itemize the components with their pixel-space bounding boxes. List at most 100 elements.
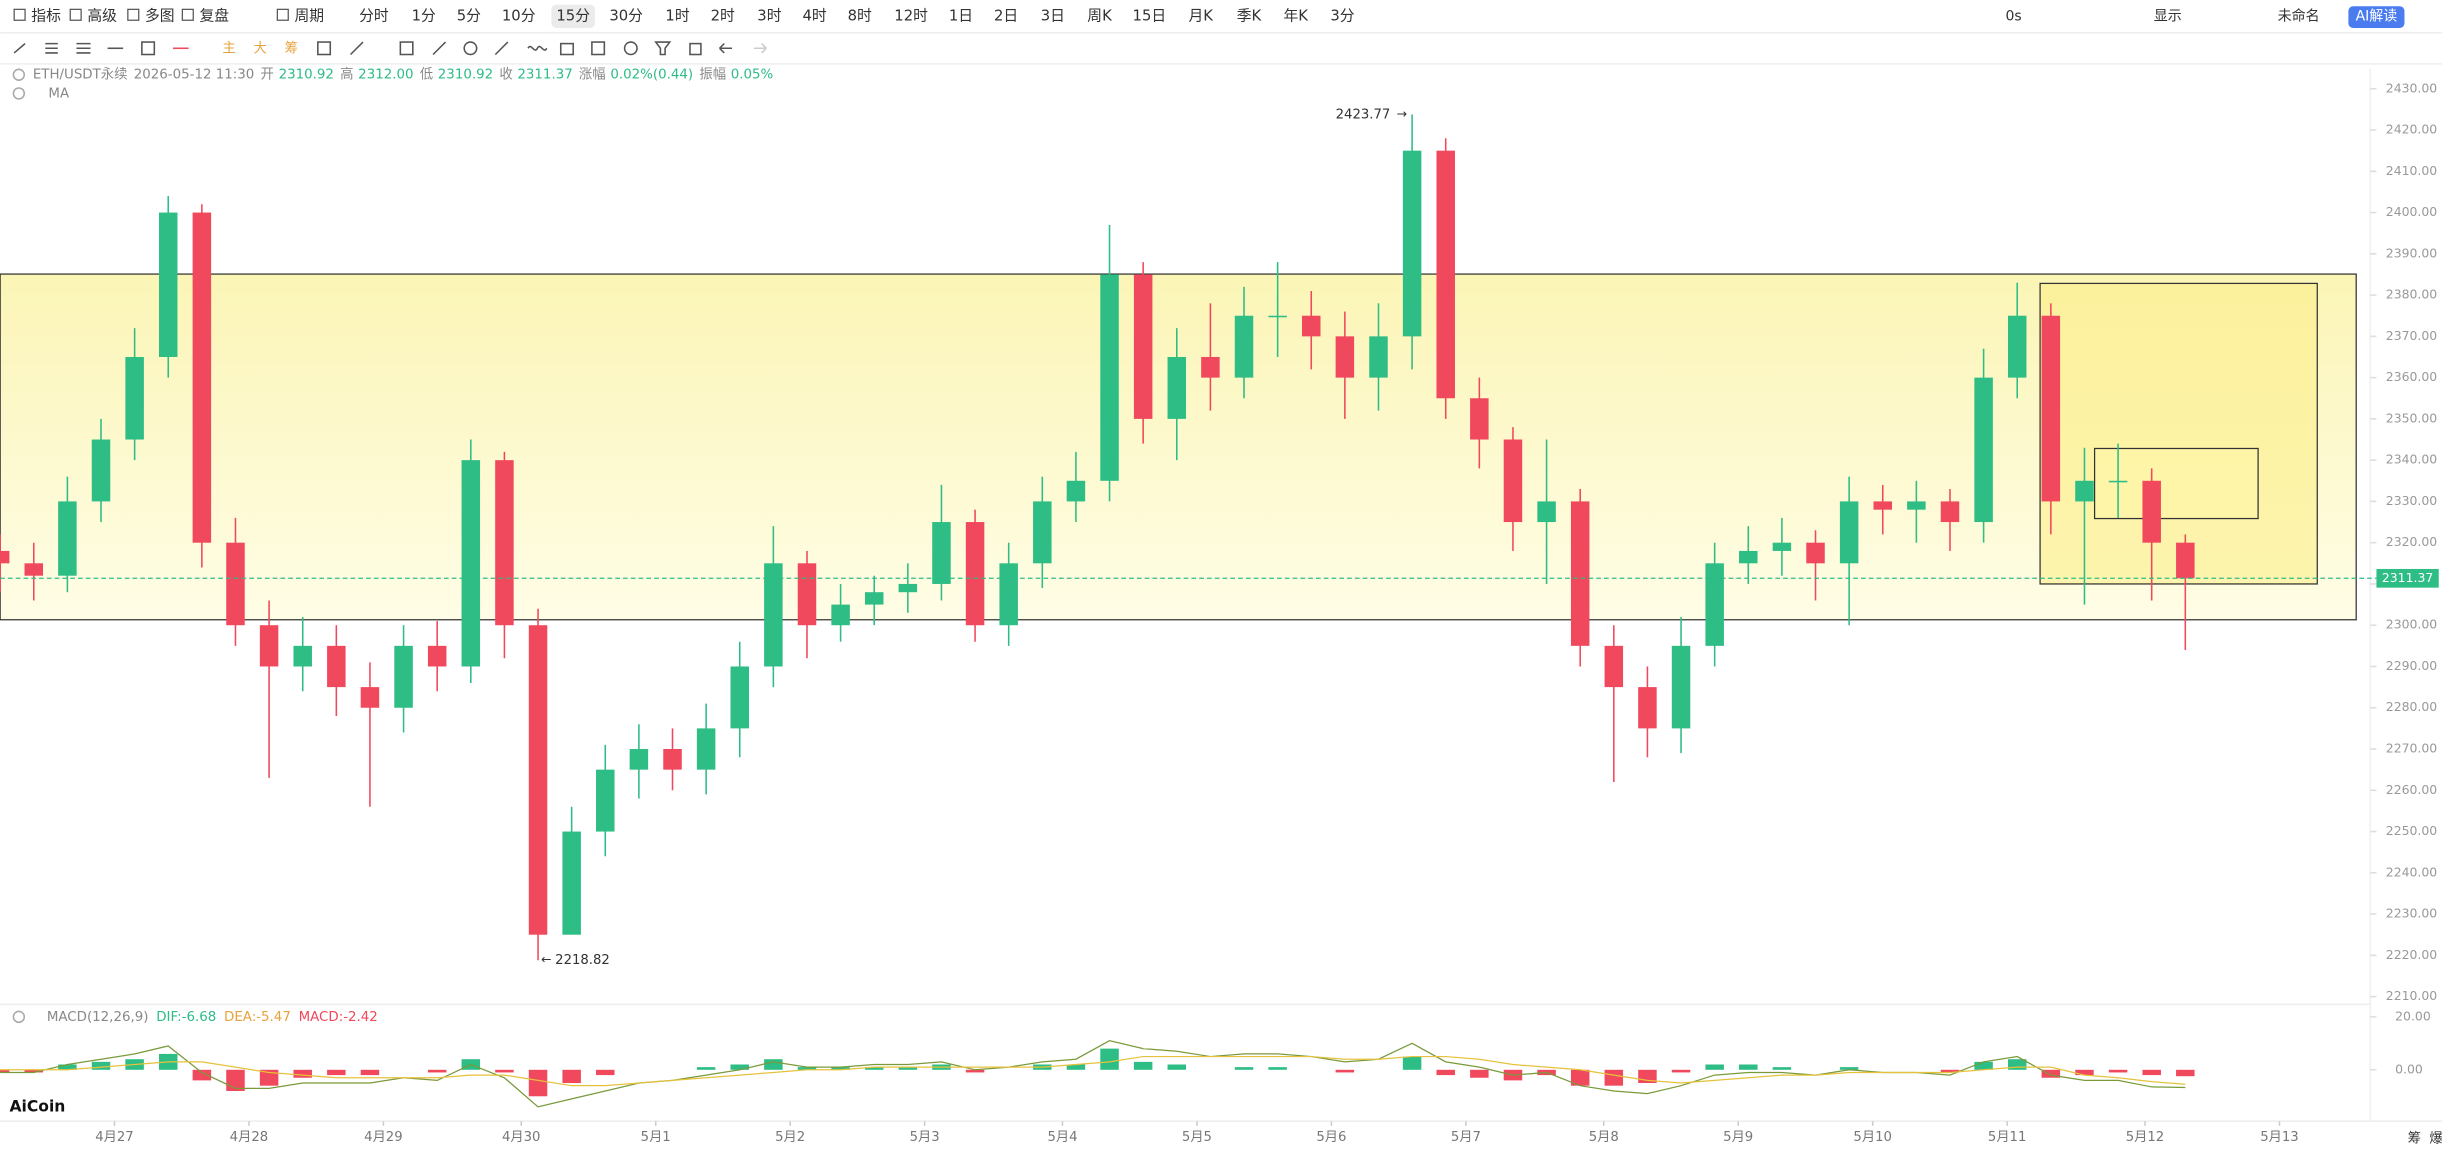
candle-body (1537, 501, 1556, 523)
candle-body (259, 625, 279, 667)
tool-icon[interactable] (276, 8, 289, 21)
candle-body (2041, 315, 2061, 502)
tool-button[interactable]: 复盘 (199, 6, 229, 24)
tool-button[interactable]: 指标 (31, 7, 61, 24)
y-tick-label: 2230.00 (2386, 906, 2438, 921)
macd-bar (696, 1067, 716, 1070)
period-button[interactable]: 1时 (665, 7, 689, 24)
period-button[interactable]: 3分 (1330, 7, 1354, 24)
candle-body (1335, 336, 1355, 378)
period-button[interactable]: 年K (1284, 7, 1309, 24)
period-button[interactable]: 1分 (412, 7, 436, 24)
macd-bar (898, 1067, 918, 1070)
candle-body (1907, 501, 1926, 510)
x-tick-label: 5月6 (1316, 1130, 1346, 1145)
candle-body (1436, 150, 1455, 399)
candle-body (696, 728, 716, 770)
x-tick-label: 4月29 (364, 1130, 402, 1145)
collapse-icon[interactable] (12, 1010, 26, 1024)
tool-icon[interactable] (69, 8, 82, 21)
period-active-bg[interactable] (551, 4, 596, 29)
range-box[interactable] (2093, 447, 2259, 520)
range-box[interactable] (2039, 282, 2318, 585)
period-button[interactable]: 3日 (1041, 7, 1065, 24)
period-button[interactable]: 30分 (609, 7, 643, 24)
macd-bar (1100, 1048, 1119, 1070)
period-button[interactable]: 15日 (1133, 7, 1167, 24)
candle-body (1033, 501, 1052, 564)
candle-body (1402, 150, 1422, 337)
side-button[interactable]: 爆 (2429, 1130, 2442, 1146)
period-button[interactable]: 周K (1087, 7, 1112, 24)
macd-bar (0, 1069, 10, 1073)
period-button[interactable]: 2日 (994, 7, 1018, 24)
period-button[interactable]: 5分 (457, 7, 481, 24)
tool-icon[interactable] (13, 8, 26, 21)
side-button[interactable]: 筹 (2408, 1129, 2421, 1146)
candle-body (1503, 439, 1523, 523)
period-button[interactable]: 季K (1237, 7, 1262, 24)
tool-button[interactable]: 周期 (294, 7, 324, 24)
period-button[interactable]: 15分 (556, 7, 590, 24)
stat-value: 2310.92 (438, 68, 493, 83)
candle-body (528, 625, 548, 935)
macd-bar (730, 1064, 749, 1070)
macd-bar (797, 1067, 817, 1070)
x-tick-label: 5月3 (910, 1130, 940, 1145)
svg-text:大: 大 (254, 40, 267, 56)
tool-button[interactable]: 多图 (145, 7, 175, 24)
period-button[interactable]: 10分 (502, 7, 536, 24)
y-tick-label: 2260.00 (2386, 782, 2438, 797)
macd-bar (1772, 1067, 1792, 1070)
x-tick-label: 5月5 (1182, 1130, 1212, 1145)
macd-bar (1335, 1069, 1355, 1073)
stat-value: 2310.92 (279, 68, 334, 83)
macd-bar (1133, 1061, 1153, 1070)
candle-body (2108, 480, 2128, 483)
x-tick-label: 5月4 (1047, 1130, 1077, 1145)
toolbar-bg (0, 0, 2442, 33)
candle-body (663, 749, 682, 770)
y-tick-label: 2220.00 (2386, 947, 2438, 962)
ai-button-bg[interactable] (2348, 6, 2405, 29)
macd-bar (2007, 1059, 2027, 1070)
user-drawings[interactable] (0, 273, 2357, 621)
toolbar-button[interactable]: 0s (2006, 8, 2022, 24)
candle-body (1570, 501, 1590, 646)
period-button[interactable]: 4时 (802, 7, 826, 24)
candle-body (965, 522, 985, 626)
period-button[interactable]: 分时 (359, 7, 389, 24)
candle-body (461, 460, 481, 667)
period-button[interactable]: 1日 (949, 7, 973, 24)
last-price-tag (2376, 568, 2439, 588)
ai-button[interactable]: AI解读 (2356, 7, 2398, 24)
candle-body (1234, 315, 1254, 378)
x-tick-label: 5月13 (2260, 1130, 2298, 1145)
tool-icon[interactable] (127, 8, 140, 21)
collapse-icon[interactable] (12, 87, 26, 100)
y-tick-label: 2270.00 (2386, 741, 2438, 756)
macd-bar (1974, 1061, 1993, 1070)
macd-bar (1470, 1069, 1489, 1078)
toolbar-button[interactable]: 显示 (2154, 8, 2182, 24)
drawing-tools[interactable]: 主 大 筹 (13, 39, 767, 56)
period-button[interactable]: 12时 (894, 7, 928, 24)
period-button[interactable]: 月K (1189, 7, 1214, 24)
period-button[interactable]: 2时 (711, 7, 735, 24)
y-tick-label: 2350.00 (2386, 410, 2438, 425)
range-box[interactable] (0, 273, 2357, 621)
toolbar-button[interactable]: 未命名 (2278, 7, 2320, 24)
period-button[interactable]: 8时 (848, 7, 872, 24)
candle-body (1100, 274, 1119, 481)
collapse-icon[interactable] (12, 68, 26, 81)
tool-button[interactable]: 高级 (87, 7, 117, 24)
period-button[interactable]: 3时 (757, 7, 781, 24)
time: 2026-05-12 11:30 (134, 68, 255, 83)
macd-bar (2176, 1069, 2195, 1077)
candle-body (2007, 315, 2027, 378)
tool-icon[interactable] (181, 8, 194, 21)
svg-text:主: 主 (222, 40, 235, 56)
y-tick-label: 2210.00 (2386, 988, 2438, 1003)
